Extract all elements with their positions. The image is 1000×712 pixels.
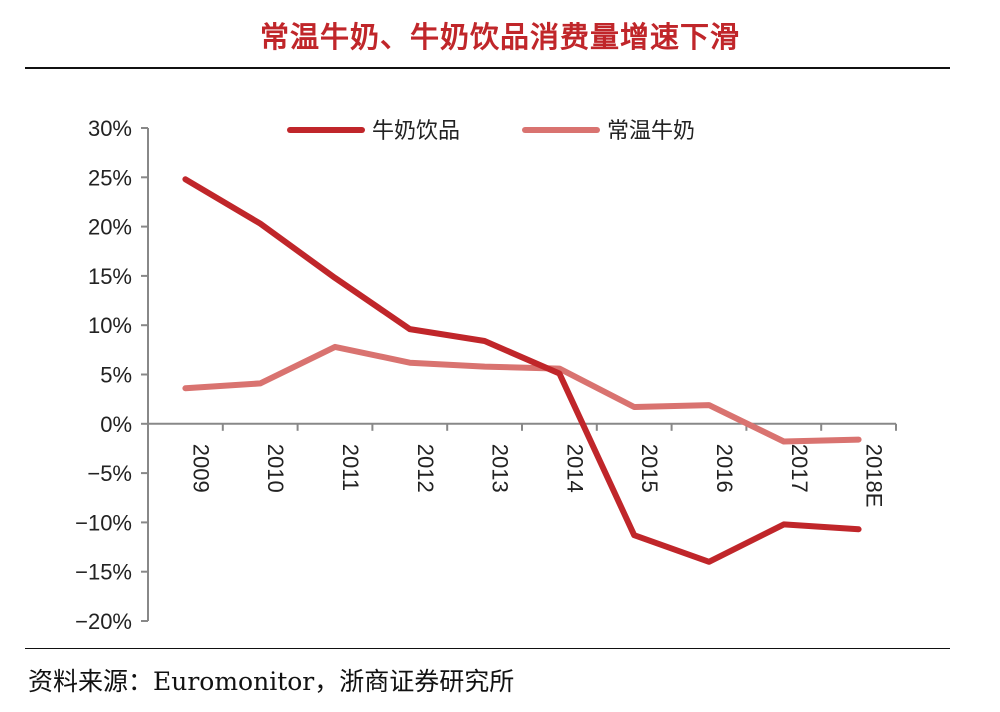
legend-label: 常温牛奶 (607, 119, 695, 144)
data-point (332, 344, 338, 350)
data-point (556, 371, 562, 377)
data-point (182, 176, 188, 182)
series-line-2 (182, 343, 862, 445)
x-tick-label: 2013 (488, 444, 513, 493)
data-point (706, 559, 712, 565)
data-point (407, 360, 413, 366)
x-tick-label: 2018E (862, 444, 887, 508)
x-tick-label: 2009 (188, 444, 213, 493)
y-tick-label: 10% (88, 313, 132, 338)
y-tick-label: −20% (75, 609, 132, 634)
data-point (856, 437, 862, 443)
legend: 牛奶饮品 常温牛奶 (287, 119, 695, 144)
x-tick-label: 2017 (787, 444, 812, 493)
data-point (182, 385, 188, 391)
y-tick-label: 30% (88, 116, 132, 141)
y-tick-label: −5% (87, 461, 132, 486)
x-tick-label: 2016 (712, 444, 737, 493)
x-tick-label: 2011 (338, 444, 363, 491)
y-tick-label: 25% (88, 165, 132, 190)
data-point (257, 221, 263, 227)
y-tick-label: −10% (75, 510, 132, 535)
x-tick-label: 2010 (263, 444, 288, 493)
data-point (781, 521, 787, 527)
title-divider (25, 67, 950, 69)
data-point (706, 402, 712, 408)
series-line-1 (182, 176, 862, 565)
data-point (631, 532, 637, 538)
y-tick-label: −15% (75, 560, 132, 585)
data-point (631, 404, 637, 410)
y-tick-label: 15% (88, 264, 132, 289)
x-tick-label: 2015 (637, 444, 662, 493)
source-note: 资料来源：Euromonitor，浙商证券研究所 (28, 667, 515, 696)
y-tick-label: 20% (88, 215, 132, 240)
data-point (407, 326, 413, 332)
y-tick-label: 0% (100, 412, 132, 437)
data-point (781, 439, 787, 445)
chart-title: 常温牛奶、牛奶饮品消费量增速下滑 (259, 20, 740, 54)
data-point (332, 275, 338, 281)
data-point (482, 364, 488, 370)
x-tick-label: 2014 (562, 444, 587, 493)
data-point (257, 380, 263, 386)
legend-label: 牛奶饮品 (372, 119, 460, 144)
y-tick-label: 5% (100, 363, 132, 388)
series-layer (182, 176, 862, 565)
source-divider (25, 648, 950, 649)
data-point (856, 526, 862, 532)
axes: 30% 25% 20% 15% 10% 5% 0% −5% −10% −15% −20% 2009 20… (75, 116, 897, 634)
data-point (482, 338, 488, 344)
x-tick-label: 2012 (413, 444, 438, 493)
